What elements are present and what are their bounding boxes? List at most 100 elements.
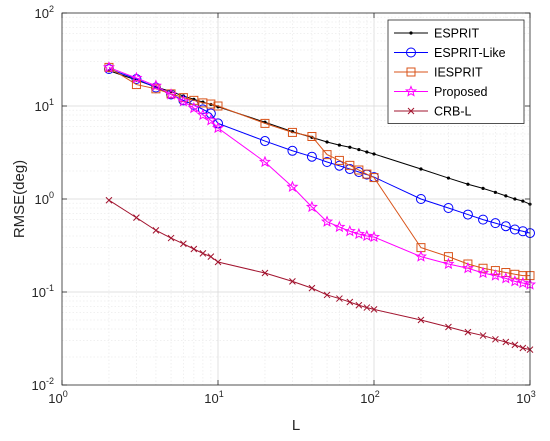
legend-item-esprit: ESPRIT <box>394 27 480 41</box>
point-iesprit <box>478 263 488 273</box>
legend-item-proposed: Proposed <box>394 85 488 99</box>
x-tick-label-2: 102 <box>360 389 379 406</box>
y-tick-label-2: 100 <box>35 190 54 207</box>
point-iesprit <box>518 271 528 281</box>
y-tick-label-0: 10-2 <box>32 376 54 393</box>
point-crb-l <box>167 234 175 242</box>
point-esprit <box>337 143 341 147</box>
point-esprit-like <box>462 209 473 220</box>
legend-box <box>387 19 525 124</box>
point-proposed <box>165 88 178 100</box>
point-crb-l <box>133 214 140 222</box>
legend-swatch-marker <box>406 47 416 58</box>
point-crb-l <box>417 316 425 324</box>
legend: ESPRIT ESPRIT-Like IESPRIT Proposed CRB-L <box>387 19 525 124</box>
point-crb-l <box>336 295 343 302</box>
point-proposed <box>352 227 365 240</box>
point-crb-l <box>180 240 187 248</box>
point-proposed <box>286 180 299 193</box>
point-esprit-like <box>478 214 489 225</box>
point-crb-l <box>445 323 452 331</box>
point-esprit-like <box>197 104 208 115</box>
point-proposed <box>343 224 356 237</box>
legend-label-proposed: Proposed <box>434 85 488 99</box>
point-iesprit <box>206 99 216 109</box>
point-esprit <box>348 145 352 149</box>
x-tick-label-1: 101 <box>204 389 223 406</box>
point-proposed <box>187 101 200 114</box>
point-iesprit <box>322 150 332 160</box>
series-proposed <box>102 61 537 290</box>
x-tick-label-0: 100 <box>48 389 67 406</box>
point-crb-l <box>207 253 215 260</box>
legend-label-iesprit: IESPRIT <box>434 66 483 80</box>
x-tick-label-3: 103 <box>516 389 535 406</box>
legend-swatch-marker <box>409 31 413 35</box>
point-iesprit <box>213 101 223 111</box>
point-iesprit <box>443 252 453 262</box>
point-crb-l <box>370 306 378 313</box>
point-crb-l <box>214 258 222 266</box>
point-esprit-like <box>443 203 454 214</box>
point-crb-l <box>308 284 316 292</box>
point-iesprit <box>307 131 317 141</box>
point-proposed <box>130 71 143 84</box>
point-proposed <box>177 95 190 107</box>
legend-swatch-marker <box>404 85 418 97</box>
point-esprit <box>357 147 361 152</box>
point-esprit <box>493 190 497 194</box>
point-proposed <box>414 250 427 262</box>
point-proposed <box>258 155 271 168</box>
point-esprit <box>419 167 423 171</box>
legend-swatch-marker <box>407 107 415 115</box>
point-proposed <box>149 79 162 91</box>
point-iesprit <box>345 160 355 170</box>
point-crb-l <box>261 269 269 277</box>
legend-label-esprit: ESPRIT <box>434 27 480 41</box>
point-crb-l <box>519 344 527 352</box>
point-iesprit <box>287 127 297 137</box>
point-esprit <box>521 199 525 203</box>
point-crb-l <box>289 278 296 285</box>
point-proposed <box>102 61 115 73</box>
point-esprit <box>466 182 470 186</box>
point-crb-l <box>511 341 519 349</box>
x-axis-label: L <box>292 417 300 434</box>
point-iesprit <box>490 266 500 276</box>
y-tick-label-3: 101 <box>35 97 54 114</box>
y-tick-label-1: 10-1 <box>32 283 54 300</box>
point-crb-l <box>323 291 331 299</box>
point-crb-l <box>199 250 207 257</box>
series-layer <box>102 61 537 353</box>
point-esprit-like <box>306 151 317 162</box>
point-crb-l <box>502 338 510 346</box>
point-iesprit <box>260 118 270 128</box>
series-crb-l <box>105 196 534 353</box>
point-esprit <box>365 150 369 154</box>
point-esprit <box>446 176 451 180</box>
point-proposed <box>489 269 502 281</box>
point-esprit-like <box>287 145 298 156</box>
point-proposed <box>305 200 318 213</box>
point-esprit-like <box>259 136 270 147</box>
point-crb-l <box>479 332 487 339</box>
point-proposed <box>211 121 225 134</box>
series-iesprit <box>104 62 535 281</box>
point-crb-l <box>152 227 160 234</box>
point-proposed <box>321 215 334 227</box>
point-crb-l <box>105 196 113 204</box>
y-tick-label-4: 102 <box>35 4 54 21</box>
point-esprit <box>481 186 485 191</box>
point-esprit-like <box>490 218 501 229</box>
point-crb-l <box>363 304 371 311</box>
point-proposed <box>360 229 373 242</box>
point-crb-l <box>492 335 499 343</box>
point-proposed <box>508 275 521 287</box>
ticks: 100 101 102 103 10-2 10-1 100 101 102 <box>32 4 536 406</box>
point-proposed <box>367 230 381 243</box>
point-crb-l <box>464 328 472 336</box>
point-proposed <box>516 276 529 289</box>
point-proposed <box>461 261 474 274</box>
point-crb-l <box>346 298 354 306</box>
